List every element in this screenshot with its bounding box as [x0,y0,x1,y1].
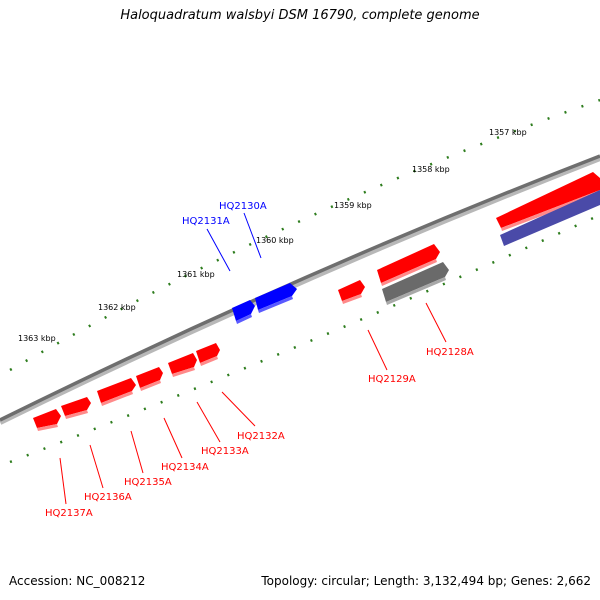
gene-label[interactable]: HQ2129A [368,374,416,385]
gene-feature[interactable] [136,367,163,388]
gene-label[interactable]: HQ2133A [201,446,249,457]
scale-label: 1362 kbp [98,303,136,312]
backbone [0,154,600,425]
gene-feature-shade [140,380,161,391]
genome-title: Haloquadratum walsbyi DSM 16790, complet… [120,8,480,23]
accession-text: Accession: NC_008212 [9,574,146,588]
gene-label[interactable]: HQ2136A [84,492,132,503]
scale-label: 1361 kbp [177,270,215,279]
gene-feature-shade [381,259,437,286]
leader-line [89,444,104,489]
gene-label[interactable]: HQ2132A [237,431,285,442]
gene-label[interactable]: HQ2135A [124,477,172,488]
genome-summary-text: Topology: circular; Length: 3,132,494 bp… [261,574,591,588]
gene-feature[interactable] [196,343,220,363]
gene-label[interactable]: HQ2134A [161,462,209,473]
outer-tick-ring-path [9,98,600,372]
gene-feature[interactable] [232,300,255,321]
gene-label[interactable]: HQ2137A [45,508,93,519]
scale-labels: 1363 kbp 1362 kbp 1361 kbp 1360 kbp 1359… [18,128,527,343]
forward-strand-features [232,172,600,324]
gene-feature-shade [501,190,600,231]
leader-line [206,228,231,272]
gene-label[interactable]: HQ2131A [182,216,230,227]
gene-feature-shade [236,314,252,324]
gene-feature[interactable] [168,353,197,374]
scale-label: 1357 kbp [489,128,527,137]
leader-line [130,430,144,474]
backbone-line [0,154,600,422]
gene-feature[interactable] [33,409,61,428]
reverse-strand-features [33,190,600,431]
purple-feature[interactable] [500,190,600,246]
grey-feature-shade [386,277,446,305]
gene-feature-shade [65,410,88,419]
inner-tick-ring-path [9,213,600,464]
inner-tick-ring [9,213,600,464]
gene-labels: HQ2131A HQ2130A HQ2129A HQ2128A HQ2132A … [45,201,474,519]
scale-label: 1363 kbp [18,334,56,343]
gene-feature[interactable] [61,397,91,416]
gene-feature[interactable] [97,378,136,403]
leader-line [221,391,256,427]
leader-line [196,401,221,443]
gene-feature[interactable] [496,172,600,228]
label-leader-lines [59,212,447,505]
scale-label: 1360 kbp [256,236,294,245]
scale-label: 1358 kbp [412,165,450,174]
gene-feature-shade [37,424,58,431]
scale-label: 1359 kbp [334,201,372,210]
gene-feature-shade [258,296,293,313]
gene-feature[interactable] [338,280,365,301]
grey-feature[interactable] [382,262,449,302]
outer-tick-ring [9,98,600,372]
leader-line [243,212,262,259]
leader-line [163,417,183,459]
gene-feature-shade [342,294,362,304]
gene-label[interactable]: HQ2128A [426,347,474,358]
leader-line [367,329,388,371]
leader-line [59,457,67,505]
backbone-shadow [0,155,600,425]
gene-feature[interactable] [377,244,440,283]
gene-feature-shade [101,391,133,406]
gene-feature-shade [172,367,195,377]
gene-label[interactable]: HQ2130A [219,201,267,212]
leader-line [425,302,447,343]
gene-feature-shade [200,356,218,366]
gene-feature[interactable] [255,283,297,310]
